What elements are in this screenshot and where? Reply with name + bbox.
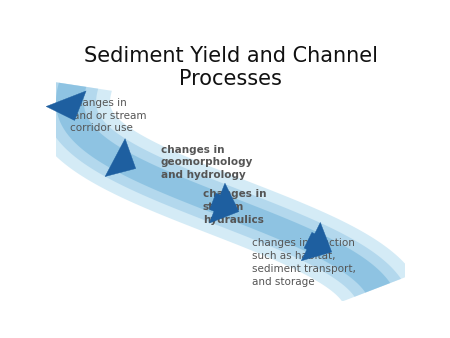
Polygon shape — [44, 81, 401, 297]
Text: Sediment Yield and Channel
Processes: Sediment Yield and Channel Processes — [84, 46, 378, 89]
Text: changes in
land or stream
corridor use: changes in land or stream corridor use — [70, 98, 147, 134]
Text: changes in
stream
hydraulics: changes in stream hydraulics — [202, 189, 266, 224]
Text: changes in
geomorphology
and hydrology: changes in geomorphology and hydrology — [161, 145, 253, 180]
Polygon shape — [56, 83, 390, 293]
Text: changes in function
such as habitat,
sediment transport,
and storage: changes in function such as habitat, sed… — [252, 238, 356, 287]
Polygon shape — [30, 79, 414, 301]
